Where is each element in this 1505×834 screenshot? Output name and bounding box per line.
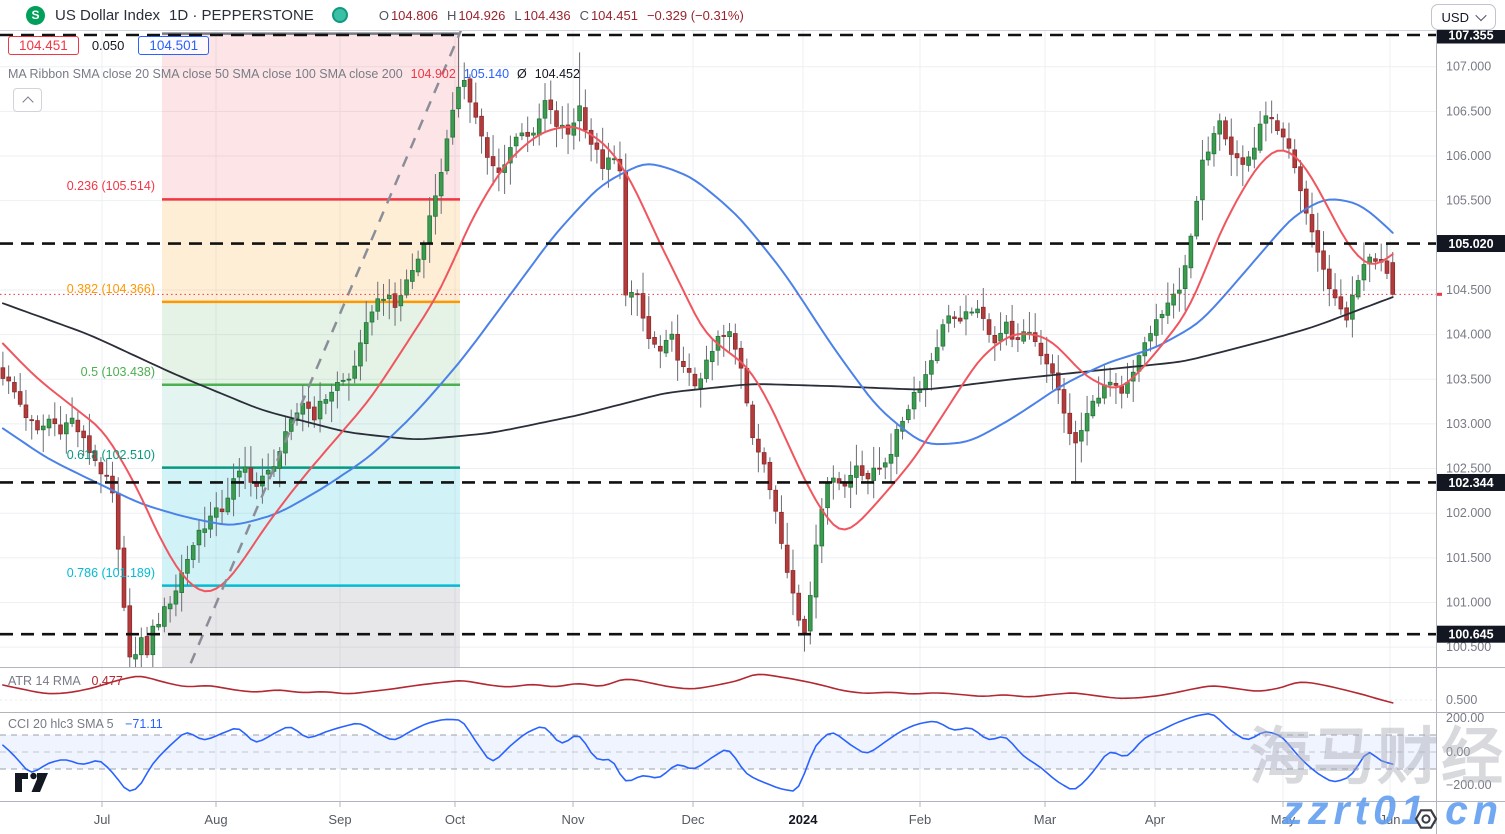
svg-text:106.500: 106.500 (1446, 104, 1491, 118)
atr-line (2, 673, 1394, 704)
svg-text:Oct: Oct (445, 812, 466, 827)
svg-text:102.500: 102.500 (1446, 462, 1491, 476)
svg-text:102.344: 102.344 (1448, 476, 1493, 490)
atr-title: ATR 14 RMA (8, 674, 81, 688)
pepperstone-logo-icon: S (26, 5, 45, 25)
horizontal-level-lines[interactable] (0, 33, 1436, 636)
svg-text:2024: 2024 (789, 812, 819, 827)
top-toolbar: S US Dollar Index 1D · PEPPERSTONE O 104… (0, 0, 1505, 30)
svg-text:Dec: Dec (681, 812, 705, 827)
svg-text:Sep: Sep (328, 812, 351, 827)
cci-line (2, 713, 1394, 792)
fib-level-label: 0.618 (102.510) (66, 447, 155, 462)
svg-text:104.000: 104.000 (1446, 328, 1491, 342)
spread-label: 0.050 (91, 38, 125, 53)
low-key: L (514, 7, 522, 23)
svg-text:107.000: 107.000 (1446, 60, 1491, 74)
svg-text:107.355: 107.355 (1448, 28, 1493, 42)
ask-price-label: 104.501 (138, 36, 210, 55)
market-status-dot-icon (331, 7, 348, 23)
svg-text:103.000: 103.000 (1446, 417, 1491, 431)
cci-indicator-legend[interactable]: CCI 20 hlc3 SMA 5 −71.11 (8, 717, 163, 731)
svg-text:May: May (1271, 812, 1296, 827)
high-key: H (446, 7, 457, 23)
cci-title: CCI 20 hlc3 SMA 5 (8, 717, 114, 731)
svg-text:Jul: Jul (94, 812, 111, 827)
ma-ribbon-title: MA Ribbon SMA close 20 SMA close 50 SMA … (8, 67, 403, 81)
ohlc-readout: O 104.806 H 104.926 L 104.436 C 104.451 … (370, 8, 744, 23)
svg-text:102.000: 102.000 (1446, 506, 1491, 520)
svg-text:101.500: 101.500 (1446, 551, 1491, 565)
sma50-value: 105.140 (463, 67, 510, 81)
svg-text:105.020: 105.020 (1448, 237, 1493, 251)
fib-retracement[interactable] (162, 32, 460, 667)
svg-text:100.645: 100.645 (1448, 628, 1493, 642)
candles (0, 33, 1396, 667)
ma-average-symbol: Ø (517, 67, 527, 81)
chevron-down-icon (1475, 9, 1487, 22)
currency-label: USD (1441, 9, 1469, 25)
trend-line[interactable] (175, 28, 463, 700)
svg-text:101.000: 101.000 (1446, 596, 1491, 610)
fib-level-label: 0.382 (104.366) (66, 281, 155, 296)
svg-text:Aug: Aug (204, 812, 227, 827)
interval-exchange[interactable]: 1D · PEPPERSTONE (169, 6, 314, 24)
svg-text:100.500: 100.500 (1446, 640, 1491, 654)
svg-text:0.500: 0.500 (1446, 693, 1477, 707)
svg-text:Jun: Jun (1380, 812, 1401, 827)
bid-price-label: 104.451 (8, 36, 79, 55)
ma-average-value: 104.452 (534, 67, 580, 81)
change-value: −0.329 (−0.31%) (646, 7, 744, 23)
svg-text:0.00: 0.00 (1446, 745, 1470, 759)
sma20-value: 104.902 (410, 67, 456, 81)
low-value: 104.436 (523, 7, 571, 23)
svg-text:−200.00: −200.00 (1446, 778, 1492, 792)
svg-text:104.500: 104.500 (1446, 283, 1491, 297)
fib-level-label: 0.786 (101.189) (66, 565, 155, 580)
atr-value: 0.477 (91, 674, 123, 688)
atr-pane (2, 673, 1394, 704)
svg-text:Nov: Nov (561, 812, 585, 827)
high-value: 104.926 (458, 7, 506, 23)
svg-text:Apr: Apr (1145, 812, 1166, 827)
currency-selector-button[interactable]: USD (1430, 4, 1496, 30)
symbol-title[interactable]: US Dollar Index (55, 6, 161, 24)
chevron-up-icon (21, 95, 34, 108)
open-value: 104.806 (390, 7, 438, 23)
fib-level-label: 0.236 (105.514) (66, 179, 155, 194)
svg-text:105.500: 105.500 (1446, 194, 1491, 208)
svg-text:Mar: Mar (1034, 812, 1057, 827)
svg-text:106.000: 106.000 (1446, 149, 1491, 163)
price-axis[interactable]: 107.000 106.500 106.000 105.500 104.500 104.0… (1437, 26, 1505, 792)
cci-pane (0, 713, 1436, 792)
svg-text:Feb: Feb (909, 812, 931, 827)
collapse-legend-button[interactable] (13, 88, 42, 112)
svg-text:103.500: 103.500 (1446, 372, 1491, 386)
tradingview-logo-icon[interactable] (14, 771, 50, 795)
fib-level-label: 0.5 (103.438) (80, 364, 155, 379)
time-axis[interactable]: Jul Aug Sep Oct Nov Dec 2024 Feb Mar Apr May Jun (94, 802, 1401, 827)
svg-text:200.00: 200.00 (1446, 711, 1484, 725)
bid-ask-row: 104.451 0.050 104.501 (8, 36, 210, 55)
ma-ribbon-legend[interactable]: MA Ribbon SMA close 20 SMA close 50 SMA … (8, 67, 580, 81)
open-key: O (378, 7, 389, 23)
sma200-line (2, 296, 1394, 440)
atr-indicator-legend[interactable]: ATR 14 RMA 0.477 (8, 674, 123, 688)
ma-ribbon-lines (1, 125, 1394, 593)
close-value: 104.451 (590, 7, 638, 23)
sma20-line (1, 125, 1394, 593)
pane-separators[interactable] (0, 30, 1505, 834)
close-key: C (579, 7, 589, 23)
cci-value: −71.11 (125, 717, 163, 731)
